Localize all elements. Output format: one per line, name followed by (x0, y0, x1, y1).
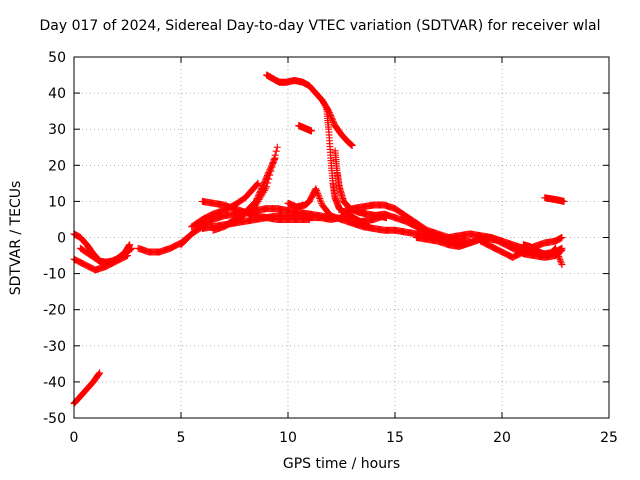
data-point (270, 155, 278, 163)
data-point (253, 180, 261, 188)
data-point (557, 259, 565, 267)
data-point (308, 127, 316, 135)
data-point (96, 369, 104, 377)
data-point (266, 171, 274, 179)
chart-title: Day 017 of 2024, Sidereal Day-to-day VTE… (39, 18, 601, 34)
y-tick-label: 20 (48, 158, 66, 174)
data-point (260, 180, 268, 188)
data-point (555, 252, 563, 260)
y-tick-label: -10 (43, 267, 66, 283)
series-arc-13 (295, 122, 316, 135)
data-point (253, 181, 261, 189)
data-point (267, 167, 275, 175)
plot-frame (73, 56, 610, 419)
y-tick-label: 30 (48, 122, 66, 138)
series-arc-6 (177, 205, 335, 249)
series-arc-1 (70, 369, 104, 408)
data-point (327, 111, 335, 119)
data-point (316, 195, 324, 203)
data-point (264, 179, 272, 187)
data-point (312, 185, 320, 193)
y-tick-label: 10 (48, 194, 66, 210)
data-point (327, 113, 335, 121)
series-arc-22 (477, 234, 566, 261)
data-point (555, 254, 563, 262)
data-point (315, 193, 323, 201)
data-point (268, 163, 276, 171)
y-tick-label: 0 (57, 231, 66, 247)
data-point (254, 179, 262, 187)
data-point (126, 246, 134, 254)
x-tick-label: 25 (600, 430, 618, 446)
data-point (554, 251, 562, 259)
data-point (556, 256, 564, 264)
data-point (127, 245, 135, 253)
series-arc-12 (263, 71, 356, 149)
series-arc-23 (519, 241, 566, 269)
data-point (269, 159, 277, 167)
x-tick-label: 20 (493, 430, 511, 446)
data-point (95, 370, 103, 378)
y-axis-label: SDTVAR / TECUs (8, 180, 24, 296)
data-point (273, 143, 281, 151)
data-point (316, 196, 324, 204)
y-tick-label: -40 (43, 375, 66, 391)
data-point (312, 186, 320, 194)
x-tick-label: 15 (386, 430, 404, 446)
data-point (348, 141, 356, 149)
data-point (314, 190, 322, 198)
y-tick-label: -30 (43, 339, 66, 355)
data-point (552, 244, 559, 252)
data-point (558, 261, 566, 269)
data-point (263, 183, 271, 191)
data-point (560, 197, 568, 205)
grid-lines (74, 57, 609, 418)
data-point (558, 234, 566, 241)
series-arc-4 (76, 244, 136, 267)
y-tick-label: -20 (43, 303, 66, 319)
data-point (314, 191, 322, 199)
data-point (553, 249, 561, 257)
y-tick-label: 50 (48, 50, 66, 66)
series-arc-24 (541, 194, 568, 205)
data-point (271, 151, 279, 159)
x-tick-label: 0 (70, 430, 79, 446)
data-point (272, 147, 280, 155)
data-point (553, 248, 561, 256)
series-arc-11 (209, 143, 281, 234)
data-point (557, 257, 565, 265)
axis-ticks: 0 5 10 15 20 25 -50 -40 -30 -20 -10 0 10 20 30 40 50 (43, 50, 618, 446)
data-point (313, 188, 321, 196)
data-point (265, 175, 273, 183)
data-point (128, 244, 136, 252)
data-point (329, 116, 337, 124)
y-tick-label: -50 (43, 411, 66, 427)
data-point (552, 246, 560, 254)
x-axis-label: GPS time / hours (282, 456, 401, 472)
x-tick-label: 10 (279, 430, 297, 446)
series-arc-9 (188, 179, 262, 231)
x-tick-label: 5 (177, 430, 186, 446)
data-points (70, 71, 568, 408)
y-tick-label: 40 (48, 86, 66, 102)
data-point (329, 117, 337, 125)
data-point (317, 198, 325, 206)
